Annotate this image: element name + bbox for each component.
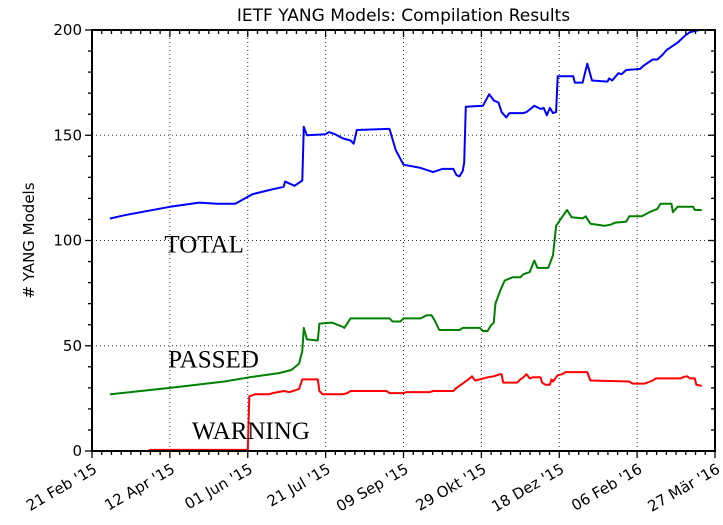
x-tick-label: 21 Jul '15 (264, 460, 334, 511)
y-tick-label: 100 (53, 232, 82, 250)
y-tick-label: 150 (53, 126, 82, 144)
x-tick-label: 29 Okt '15 (413, 460, 490, 515)
x-tick-label: 09 Sep '15 (333, 460, 411, 516)
x-tick-label: 21 Feb '15 (23, 460, 100, 515)
series-label-total: TOTAL (164, 232, 243, 259)
series-layer (109, 29, 716, 451)
x-tick-label: 27 Mär '16 (645, 460, 723, 516)
series-line-total (109, 29, 716, 220)
tick-label-layer: 0 50 100 150 200 21 Feb '15 12 Apr '15 01 Jun '… (23, 21, 723, 516)
x-tick-label: 01 Jun '15 (182, 460, 256, 513)
series-line-passed (109, 202, 702, 396)
y-tick-label: 50 (63, 337, 82, 355)
y-tick-label: 0 (72, 442, 82, 460)
chart-title: IETF YANG Models: Compilation Results (237, 6, 570, 26)
y-axis-label: # YANG Models (20, 182, 38, 298)
x-tick-label: 12 Apr '15 (102, 460, 178, 514)
series-line-warning (148, 371, 702, 451)
series-label-warning: WARNING (192, 418, 310, 445)
x-tick-label: 18 Dez '15 (489, 460, 568, 516)
series-label-passed: PASSED (168, 346, 259, 373)
x-tick-label: 06 Feb '16 (568, 460, 645, 515)
plot-frame (91, 29, 716, 452)
y-tick-label: 200 (53, 21, 82, 39)
